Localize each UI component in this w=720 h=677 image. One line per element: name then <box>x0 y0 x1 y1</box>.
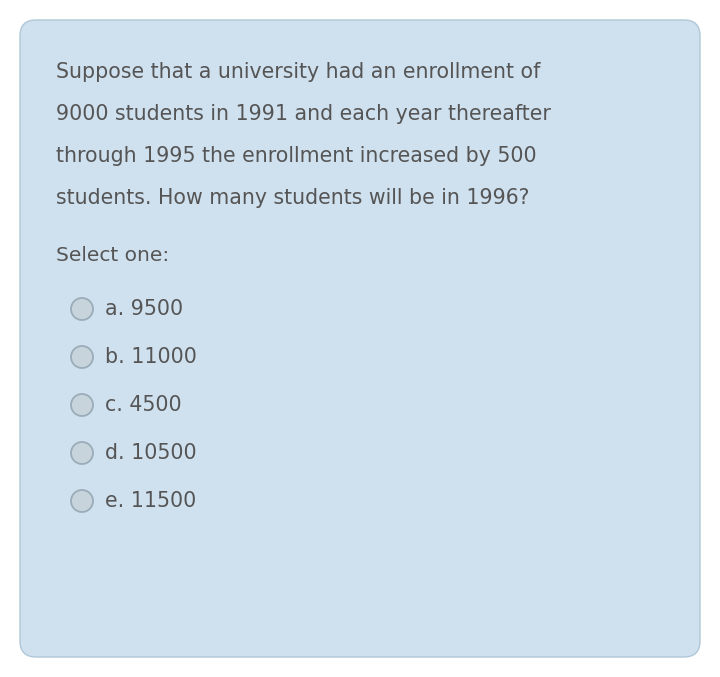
Text: a. 9500: a. 9500 <box>105 299 183 319</box>
Circle shape <box>71 442 93 464</box>
Circle shape <box>71 394 93 416</box>
Text: c. 4500: c. 4500 <box>105 395 181 415</box>
Text: d. 10500: d. 10500 <box>105 443 197 463</box>
Text: Suppose that a university had an enrollment of: Suppose that a university had an enrollm… <box>56 62 541 82</box>
Text: Select one:: Select one: <box>56 246 169 265</box>
Text: e. 11500: e. 11500 <box>105 491 197 511</box>
Circle shape <box>71 490 93 512</box>
Text: 9000 students in 1991 and each year thereafter: 9000 students in 1991 and each year ther… <box>56 104 551 124</box>
Circle shape <box>71 346 93 368</box>
Text: students. How many students will be in 1996?: students. How many students will be in 1… <box>56 188 529 208</box>
FancyBboxPatch shape <box>20 20 700 657</box>
Text: b. 11000: b. 11000 <box>105 347 197 367</box>
Text: through 1995 the enrollment increased by 500: through 1995 the enrollment increased by… <box>56 146 536 166</box>
Circle shape <box>71 298 93 320</box>
